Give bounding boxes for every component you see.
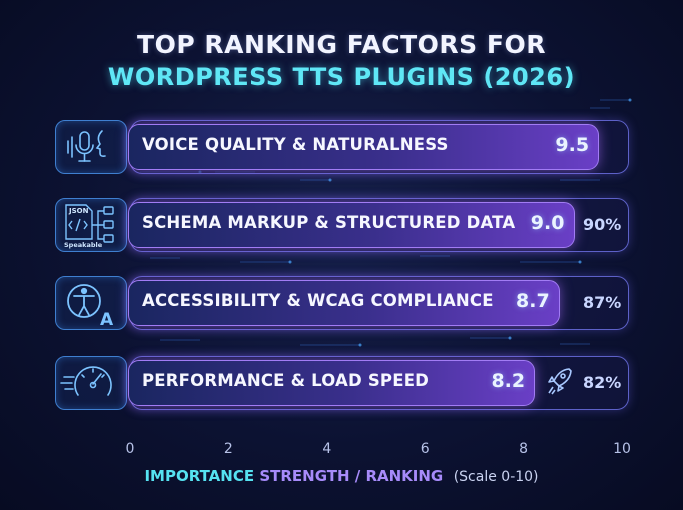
- bar-percent-3: 87%: [583, 293, 622, 312]
- bar-value-4: 8.2: [491, 370, 526, 392]
- x-tick-label: 10: [613, 441, 631, 457]
- bar-label-2: SCHEMA MARKUP & STRUCTURED DATA: [142, 213, 516, 232]
- icon-box-performance: [55, 356, 127, 410]
- microphone-voice-icon: [67, 130, 106, 162]
- bar-2: [128, 202, 575, 248]
- x-tick-label: 0: [125, 441, 135, 457]
- svg-text:A: A: [100, 310, 114, 329]
- svg-text:Speakable: Speakable: [64, 241, 103, 249]
- json-schema-icon: JSON Speakable: [64, 204, 114, 249]
- icon-box-schema: JSON Speakable: [55, 198, 127, 252]
- chart-title-line2: WORDPRESS TTS PLUGINS (2026): [107, 63, 576, 91]
- bar-4: [128, 360, 536, 406]
- accessibility-icon: A: [67, 284, 114, 330]
- bar-value-2: 9.0: [530, 212, 565, 234]
- bar-percent-2: 90%: [583, 215, 622, 234]
- icon-box-accessibility: A: [55, 276, 127, 330]
- x-tick-label: 4: [322, 441, 332, 457]
- speedometer-icon: [60, 366, 112, 396]
- x-axis-label-part3: (Scale 0-10): [453, 469, 539, 485]
- chart-title-line1: TOP RANKING FACTORS FOR: [137, 30, 546, 59]
- x-tick-label: 6: [420, 441, 430, 457]
- bar-value-1: 9.5: [555, 134, 590, 156]
- svg-text:JSON: JSON: [68, 207, 89, 215]
- bar-3: [128, 280, 561, 326]
- x-tick-label: 2: [223, 441, 233, 457]
- x-tick-label: 8: [519, 441, 529, 457]
- bar-label-1: VOICE QUALITY & NATURALNESS: [142, 135, 449, 154]
- x-axis-label-part2: STRENGTH / RANKING: [259, 467, 444, 485]
- bar-label-4: PERFORMANCE & LOAD SPEED: [142, 371, 430, 390]
- bar-label-3: ACCESSIBILITY & WCAG COMPLIANCE: [142, 291, 494, 310]
- bar-value-3: 8.7: [516, 290, 550, 312]
- rocket-icon: [548, 368, 572, 395]
- icon-box-voice: [55, 120, 127, 174]
- bar-1: [128, 124, 600, 170]
- x-axis-label: IMPORTANCE STRENGTH / RANKING (Scale 0-1…: [0, 467, 683, 485]
- bar-percent-4: 82%: [583, 373, 622, 392]
- x-axis-label-part1: IMPORTANCE: [144, 467, 260, 485]
